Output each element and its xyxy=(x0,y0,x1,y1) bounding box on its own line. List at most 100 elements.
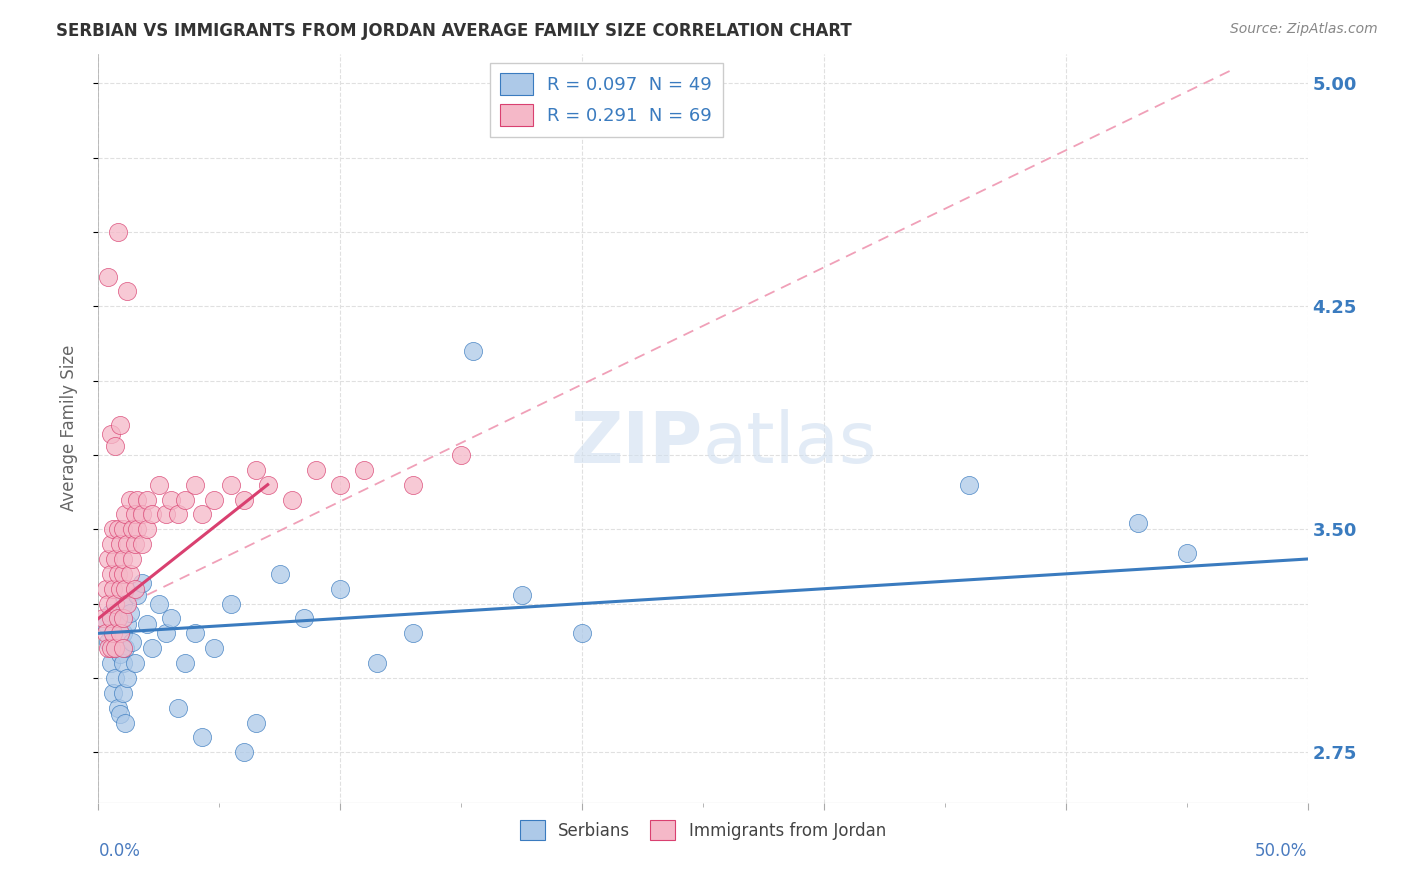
Point xyxy=(107,611,129,625)
Text: atlas: atlas xyxy=(703,409,877,477)
Point xyxy=(124,537,146,551)
Point xyxy=(91,611,114,625)
Point xyxy=(135,492,157,507)
Point xyxy=(118,566,141,581)
Point xyxy=(232,745,254,759)
Point xyxy=(97,269,120,284)
Point xyxy=(111,611,134,625)
Point xyxy=(141,641,163,656)
Point xyxy=(1128,516,1150,531)
Point xyxy=(135,522,157,536)
Point xyxy=(114,508,136,522)
Point xyxy=(108,582,131,596)
Point xyxy=(124,508,146,522)
Point xyxy=(111,597,134,611)
Point xyxy=(108,626,131,640)
Point xyxy=(97,635,120,649)
Point xyxy=(127,492,149,507)
Point xyxy=(111,566,134,581)
Text: 50.0%: 50.0% xyxy=(1256,842,1308,860)
Point xyxy=(329,582,352,596)
Point xyxy=(510,588,533,602)
Point xyxy=(117,537,139,551)
Point xyxy=(160,611,183,625)
Point xyxy=(111,686,134,700)
Point xyxy=(118,606,141,620)
Point xyxy=(245,715,267,730)
Point xyxy=(114,715,136,730)
Point xyxy=(245,463,267,477)
Point xyxy=(117,617,139,632)
Point xyxy=(232,492,254,507)
Point xyxy=(184,626,207,640)
Point xyxy=(127,588,149,602)
Point xyxy=(121,552,143,566)
Point xyxy=(94,617,117,632)
Point xyxy=(100,427,122,442)
Point xyxy=(104,597,127,611)
Point xyxy=(402,477,425,491)
Point xyxy=(353,463,375,477)
Y-axis label: Average Family Size: Average Family Size xyxy=(59,345,77,511)
Point xyxy=(97,641,120,656)
Point xyxy=(100,566,122,581)
Point xyxy=(402,626,425,640)
Point xyxy=(450,448,472,462)
Point xyxy=(101,522,124,536)
Point xyxy=(111,656,134,670)
Point xyxy=(100,656,122,670)
Point xyxy=(111,522,134,536)
Point xyxy=(118,492,141,507)
Point xyxy=(108,418,131,433)
Point xyxy=(366,656,388,670)
Point xyxy=(305,463,328,477)
Point xyxy=(292,611,315,625)
Point xyxy=(121,635,143,649)
Point xyxy=(108,706,131,721)
Point xyxy=(107,566,129,581)
Point xyxy=(221,477,243,491)
Point xyxy=(101,626,124,640)
Point xyxy=(131,508,153,522)
Point xyxy=(111,552,134,566)
Point xyxy=(117,285,139,299)
Point xyxy=(107,611,129,625)
Point xyxy=(256,477,278,491)
Point xyxy=(148,597,170,611)
Point xyxy=(117,671,139,685)
Point xyxy=(97,552,120,566)
Point xyxy=(463,343,485,358)
Point xyxy=(174,492,197,507)
Point xyxy=(121,522,143,536)
Point xyxy=(124,582,146,596)
Point xyxy=(114,582,136,596)
Point xyxy=(221,597,243,611)
Point xyxy=(131,537,153,551)
Point xyxy=(204,492,226,507)
Point xyxy=(155,508,177,522)
Text: SERBIAN VS IMMIGRANTS FROM JORDAN AVERAGE FAMILY SIZE CORRELATION CHART: SERBIAN VS IMMIGRANTS FROM JORDAN AVERAG… xyxy=(56,22,852,40)
Text: 0.0%: 0.0% xyxy=(98,842,141,860)
Point xyxy=(104,439,127,453)
Point xyxy=(135,617,157,632)
Point xyxy=(117,597,139,611)
Legend: Serbians, Immigrants from Jordan: Serbians, Immigrants from Jordan xyxy=(513,814,893,847)
Point xyxy=(114,641,136,656)
Point xyxy=(191,508,214,522)
Point xyxy=(107,522,129,536)
Point xyxy=(94,626,117,640)
Point xyxy=(104,641,127,656)
Point xyxy=(329,477,352,491)
Point xyxy=(127,522,149,536)
Point xyxy=(124,656,146,670)
Point xyxy=(104,671,127,685)
Text: Source: ZipAtlas.com: Source: ZipAtlas.com xyxy=(1230,22,1378,37)
Point xyxy=(167,700,190,714)
Point xyxy=(167,508,190,522)
Point xyxy=(160,492,183,507)
Point xyxy=(131,575,153,590)
Point xyxy=(107,225,129,239)
Point xyxy=(155,626,177,640)
Point xyxy=(108,647,131,661)
Point xyxy=(1175,546,1198,560)
